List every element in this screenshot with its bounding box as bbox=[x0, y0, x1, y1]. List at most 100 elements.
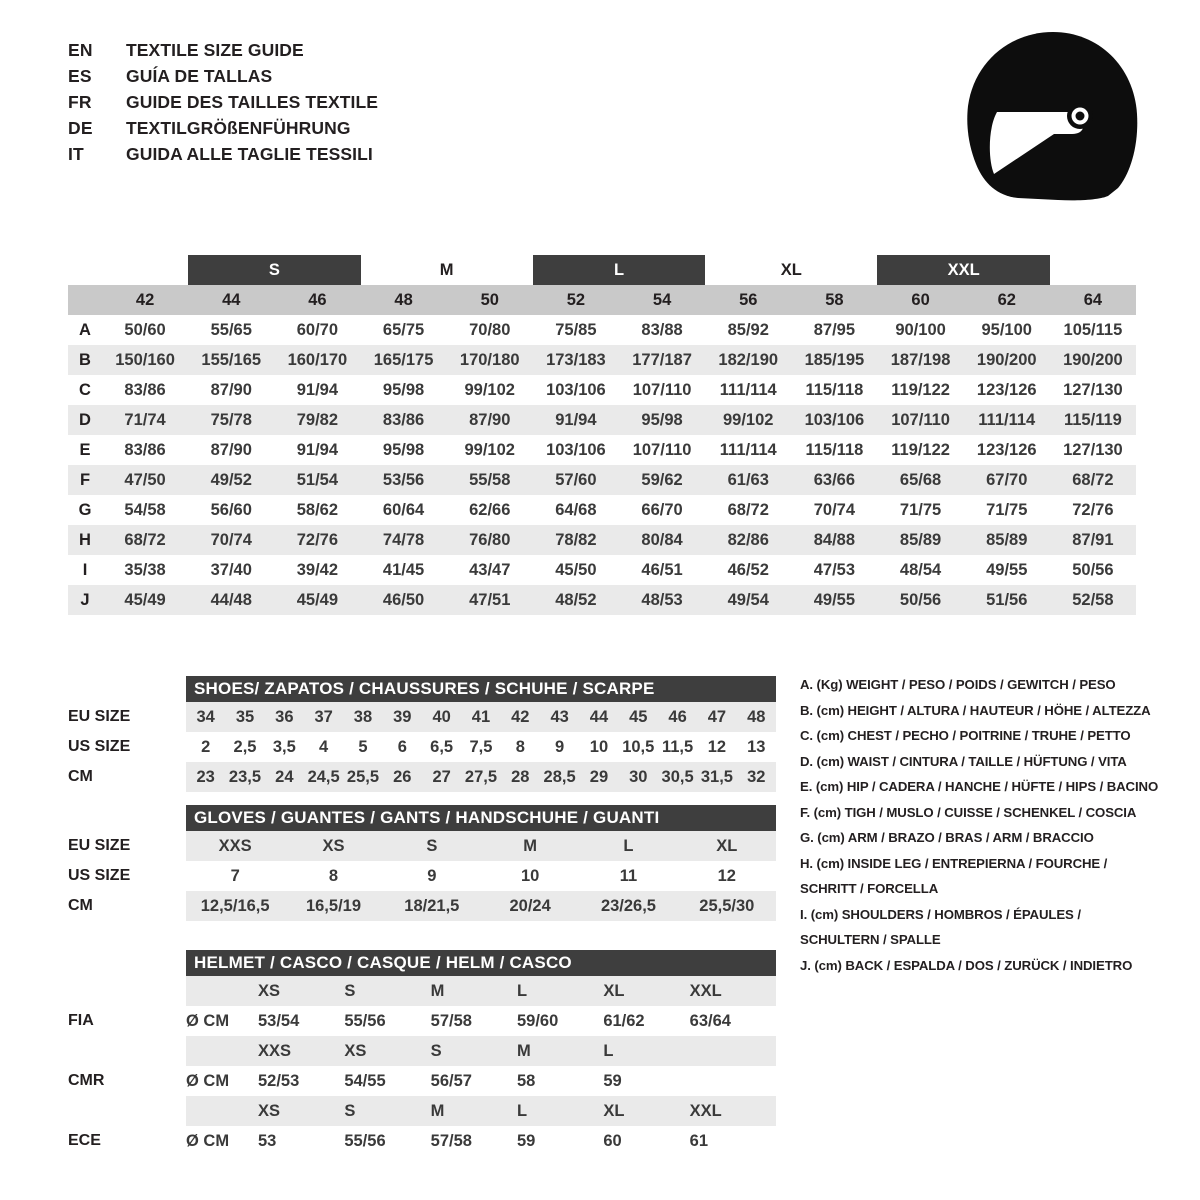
title-lang-code: FR bbox=[68, 92, 92, 112]
row-label-i: I bbox=[82, 560, 88, 579]
measurement-cell: 68/72 bbox=[1072, 470, 1114, 489]
helmet-value-cell: 56/57 bbox=[430, 1071, 472, 1090]
row-label-a: A bbox=[79, 320, 91, 339]
measurement-cell: 90/100 bbox=[895, 320, 946, 339]
shoes-cell: 36 bbox=[275, 707, 294, 726]
row-cells: 23 23,5 24 24,5 25,5 26 27 27,5 28 28,5 29 30 30,5 31… bbox=[186, 762, 776, 792]
shoes-cell: 41 bbox=[471, 707, 491, 726]
helmet-spacer bbox=[186, 976, 258, 1006]
measurement-cell: 87/90 bbox=[210, 380, 252, 399]
shoes-cell: 46 bbox=[668, 707, 687, 726]
title-line: FR GUIDE DES TAILLES TEXTILE bbox=[68, 92, 378, 118]
measurement-cell: 71/75 bbox=[899, 500, 942, 519]
measurement-cell: 105/115 bbox=[1063, 320, 1123, 339]
measurement-cell: 150/160 bbox=[115, 350, 175, 369]
measurement-cell: 72/76 bbox=[296, 530, 339, 549]
measurement-cell: 82/86 bbox=[727, 530, 769, 549]
shoes-cell: 24,5 bbox=[307, 767, 340, 786]
gloves-cell: 10 bbox=[520, 866, 540, 885]
shoes-cell: 31,5 bbox=[700, 767, 733, 786]
size-band-xl: XL bbox=[780, 260, 802, 279]
helmet-value-cell: 61 bbox=[689, 1131, 708, 1150]
helmet-size-cell: L bbox=[603, 1041, 614, 1060]
shoes-cell: 35 bbox=[235, 707, 255, 726]
measurement-cell: 71/74 bbox=[124, 410, 166, 429]
title-line: IT GUIDA ALLE TAGLIE TESSILI bbox=[68, 144, 378, 170]
shoes-cell: 24 bbox=[275, 767, 294, 786]
measurement-cell: 84/88 bbox=[813, 530, 856, 549]
shoes-cell: 5 bbox=[358, 737, 368, 756]
row-label-d: D bbox=[79, 410, 91, 429]
measurement-cell: 91/94 bbox=[296, 440, 339, 459]
measurement-cell: 79/82 bbox=[296, 410, 339, 429]
measurement-cell: 46/51 bbox=[641, 560, 683, 579]
helmet-value-cell: 60 bbox=[603, 1131, 622, 1150]
measurement-cell: 91/94 bbox=[555, 410, 597, 429]
helmet-value-cell: 63/64 bbox=[689, 1011, 731, 1030]
row-cells: Ø CM 52/53 54/55 56/57 58 59 bbox=[186, 1066, 776, 1096]
shoes-cell: 30,5 bbox=[661, 767, 694, 786]
title-line: EN TEXTILE SIZE GUIDE bbox=[68, 40, 378, 66]
measurement-cell: 45/49 bbox=[124, 590, 166, 609]
measurement-cell: 49/55 bbox=[813, 590, 856, 609]
measurement-cell: 78/82 bbox=[555, 530, 597, 549]
helmet-size-cell: XS bbox=[258, 981, 281, 1000]
measurement-cell: 37/40 bbox=[210, 560, 252, 579]
measurement-cell: 165/175 bbox=[373, 350, 434, 369]
size-number: 44 bbox=[222, 290, 241, 309]
title-lang-code: DE bbox=[68, 118, 93, 138]
shoes-cell: 47 bbox=[707, 707, 727, 726]
row-cells: 2 2,5 3,5 4 5 6 6,5 7,5 8 9 10 10,5 11,5 12 13 bbox=[186, 732, 776, 762]
table-row: CM 23 23,5 24 24,5 25,5 26 27 27,5 28 28,5 29 30 30,5… bbox=[68, 762, 776, 792]
measurement-cell: 61/63 bbox=[727, 470, 769, 489]
gloves-header: GLOVES / GUANTES / GANTS / HANDSCHUHE / … bbox=[186, 805, 776, 831]
shoes-cell: 3,5 bbox=[272, 737, 296, 756]
size-band-row: S M L XL XXL bbox=[68, 255, 1136, 285]
helmet-size-cell: XL bbox=[603, 981, 625, 1000]
shoes-cell: 12 bbox=[707, 737, 727, 756]
helmet-size-cell: S bbox=[430, 1041, 442, 1060]
size-number: 42 bbox=[135, 290, 155, 309]
measurement-cell: 87/90 bbox=[210, 440, 252, 459]
shoes-header: SHOES/ ZAPATOS / CHAUSSURES / SCHUHE / S… bbox=[186, 676, 776, 702]
size-number: 60 bbox=[911, 290, 930, 309]
measurement-cell: 115/119 bbox=[1063, 410, 1122, 429]
helmet-standard-label: ECE bbox=[68, 1132, 101, 1149]
measurement-cell: 59/62 bbox=[641, 470, 683, 489]
helmet-value-cell: 59 bbox=[516, 1131, 536, 1150]
measurement-cell: 103/106 bbox=[804, 410, 865, 429]
gloves-row-label: US SIZE bbox=[68, 867, 131, 884]
table-row: F 47/50 49/52 51/54 53/56 55/58 57/60 59/62 61/6… bbox=[68, 465, 1136, 495]
measurement-cell: 95/98 bbox=[382, 380, 425, 399]
measurement-cell: 177/187 bbox=[632, 350, 692, 369]
measurement-cell: 91/94 bbox=[296, 380, 339, 399]
size-number: 54 bbox=[652, 290, 672, 309]
measurement-cell: 49/52 bbox=[210, 470, 252, 489]
title-text: TEXTILE SIZE GUIDE bbox=[126, 40, 304, 60]
legend-line: SCHRITT / FORCELLA bbox=[800, 881, 939, 896]
gloves-cell: XS bbox=[322, 836, 345, 855]
title-text: GUIDE DES TAILLES TEXTILE bbox=[126, 92, 379, 112]
measurement-cell: 43/47 bbox=[469, 560, 511, 579]
measurement-cell: 83/88 bbox=[641, 320, 683, 339]
measurement-cell: 64/68 bbox=[555, 500, 597, 519]
measurement-cell: 83/86 bbox=[382, 410, 425, 429]
size-number: 52 bbox=[566, 290, 586, 309]
helmet-value-cell: 52/53 bbox=[258, 1071, 300, 1090]
measurement-cell: 75/85 bbox=[555, 320, 597, 339]
helmet-header: HELMET / CASCO / CASQUE / HELM / CASCO bbox=[186, 950, 776, 976]
measurement-cell: 87/95 bbox=[813, 320, 856, 339]
shoes-cell: 6,5 bbox=[430, 737, 454, 756]
shoes-cell: 7,5 bbox=[469, 737, 493, 756]
measurement-cell: 95/98 bbox=[382, 440, 425, 459]
row-cells: XS S M L XL XXL bbox=[186, 1096, 776, 1126]
helmet-value-cell: 58 bbox=[516, 1071, 536, 1090]
shoes-cell: 13 bbox=[747, 737, 766, 756]
title-lang-code: EN bbox=[68, 40, 93, 60]
table-row: G 54/58 56/60 58/62 60/64 62/66 64/68 66/70 68/7… bbox=[68, 495, 1136, 525]
measurement-cell: 83/86 bbox=[124, 440, 166, 459]
table-row: US SIZE 7 8 9 10 11 12 bbox=[68, 861, 776, 891]
measurement-cell: 48/53 bbox=[641, 590, 683, 609]
table-row: J 45/49 44/48 45/49 46/50 47/51 48/52 48/53 49/5… bbox=[68, 585, 1136, 615]
measurement-cell: 67/70 bbox=[986, 470, 1028, 489]
